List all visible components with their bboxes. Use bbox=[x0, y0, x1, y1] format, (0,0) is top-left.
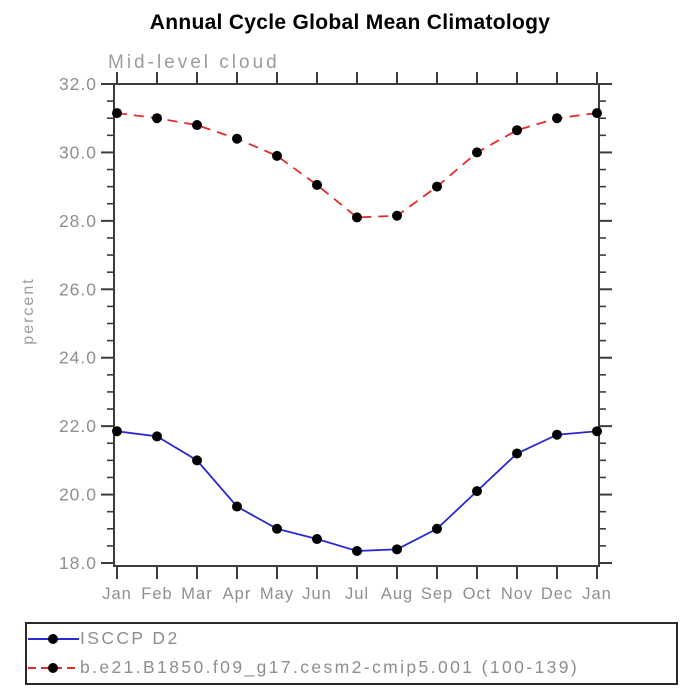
svg-text:Apr: Apr bbox=[223, 585, 252, 603]
svg-text:22.0: 22.0 bbox=[59, 416, 97, 436]
marker-dot-icon bbox=[48, 634, 58, 644]
svg-text:18.0: 18.0 bbox=[59, 553, 97, 573]
svg-text:Feb: Feb bbox=[141, 585, 172, 603]
svg-text:30.0: 30.0 bbox=[59, 142, 97, 162]
plot-area: 18.0 20.0 22.0 24.0 26.0 28.0 30.0 32.0 Jan Feb Ma… bbox=[59, 72, 612, 603]
series-1 bbox=[112, 108, 602, 223]
legend-line-sample-solid bbox=[28, 634, 79, 644]
legend-row-observation: ISCCP D2 bbox=[27, 625, 676, 653]
chart-title: Annual Cycle Global Mean Climatology bbox=[149, 11, 551, 34]
svg-text:28.0: 28.0 bbox=[59, 211, 97, 231]
svg-text:Nov: Nov bbox=[501, 585, 533, 603]
legend-box: ISCCP D2 b.e21.B1850.f09_g17.cesm2-cmip5… bbox=[25, 622, 678, 685]
svg-text:Jul: Jul bbox=[345, 585, 369, 603]
legend-label-model: b.e21.B1850.f09_g17.cesm2-cmip5.001 (100… bbox=[80, 657, 580, 678]
series-0 bbox=[112, 426, 602, 557]
svg-text:May: May bbox=[260, 585, 294, 603]
svg-text:Aug: Aug bbox=[381, 585, 413, 603]
svg-text:Dec: Dec bbox=[541, 585, 573, 603]
svg-text:Sep: Sep bbox=[421, 585, 453, 603]
y-axis-ticks: 18.0 20.0 22.0 24.0 26.0 28.0 30.0 32.0 bbox=[59, 74, 612, 573]
legend-line-sample-dashed bbox=[28, 663, 79, 673]
plot-frame bbox=[113, 83, 600, 567]
svg-text:Jan: Jan bbox=[582, 585, 612, 603]
svg-text:Mar: Mar bbox=[181, 585, 212, 603]
y-axis-minor-ticks bbox=[107, 100, 606, 547]
marker-dot-icon bbox=[48, 663, 58, 673]
svg-text:Jan: Jan bbox=[102, 585, 132, 603]
chart-subtitle: Mid-level cloud bbox=[108, 52, 280, 73]
x-axis-ticks: Jan Feb Mar Apr May Jun Jul Aug Sep Oct Nov Dec Jan bbox=[102, 72, 612, 603]
legend-label-observation: ISCCP D2 bbox=[80, 628, 180, 649]
svg-text:24.0: 24.0 bbox=[59, 348, 97, 368]
legend-row-model: b.e21.B1850.f09_g17.cesm2-cmip5.001 (100… bbox=[27, 654, 676, 682]
svg-text:Jun: Jun bbox=[302, 585, 332, 603]
svg-text:20.0: 20.0 bbox=[59, 485, 97, 505]
svg-text:26.0: 26.0 bbox=[59, 279, 97, 299]
svg-text:Oct: Oct bbox=[463, 585, 492, 603]
svg-text:32.0: 32.0 bbox=[59, 74, 97, 94]
